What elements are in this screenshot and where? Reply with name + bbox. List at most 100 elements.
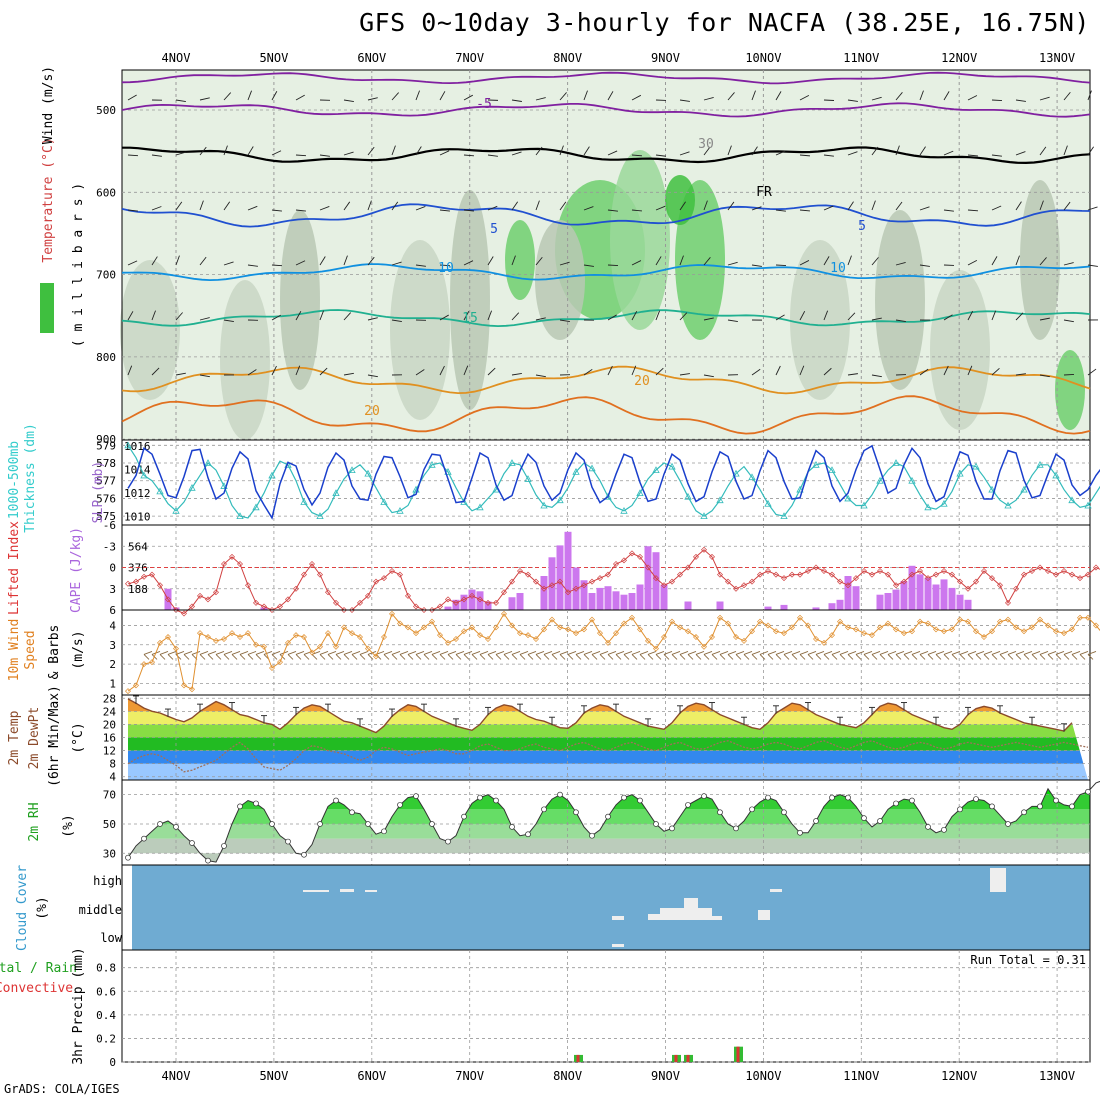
rh-point — [461, 813, 467, 820]
wind10m-barb — [1031, 654, 1038, 660]
thickness-point — [444, 468, 452, 475]
wind-barb — [247, 90, 252, 101]
lifted-point — [669, 578, 675, 585]
lifted-point — [1021, 571, 1027, 578]
date-label-bottom: 6NOV — [357, 1069, 386, 1083]
wind10m-barb — [719, 651, 729, 655]
rh-point — [189, 840, 195, 846]
precip-conv-bar — [576, 1054, 580, 1062]
wind-barb — [559, 319, 570, 323]
wind-barb — [127, 311, 134, 321]
wind10m-barb — [999, 654, 1006, 660]
wind-barb — [1063, 145, 1068, 156]
wind10m-barb — [999, 651, 1009, 655]
cloud-box — [698, 908, 712, 920]
isotherm-line — [121, 102, 1091, 118]
wind10m-barb — [967, 654, 974, 660]
cape-bar — [844, 576, 852, 610]
wind-speed-point — [157, 639, 163, 646]
cape-bar — [900, 581, 908, 610]
cape-bar — [852, 586, 860, 610]
wind-speed-point — [661, 634, 667, 641]
wind-speed-point — [349, 630, 355, 637]
wind-label: & Barbs — [47, 625, 62, 680]
wind-barb — [799, 95, 810, 101]
wind-barb — [271, 365, 277, 376]
lifted-point — [277, 603, 283, 610]
lifted-point — [205, 596, 211, 603]
wind-barb — [439, 264, 451, 267]
rh-label: (%) — [61, 814, 76, 837]
lifted-point — [253, 599, 259, 606]
temp-line — [127, 698, 1073, 734]
precip-label: Total / Rain — [0, 961, 77, 976]
wind-barb — [295, 311, 302, 321]
wind-speed-point — [733, 634, 739, 641]
wind10m-barb — [607, 654, 614, 660]
wind-barb — [151, 206, 162, 211]
wind-speed-point — [317, 643, 323, 650]
wind-barb — [199, 256, 207, 266]
cape-bar — [644, 546, 652, 610]
thickness-point — [540, 501, 548, 509]
wind-barb — [391, 145, 396, 156]
wind-barb — [367, 146, 375, 156]
isotherm-line — [121, 203, 1091, 228]
wind-barb — [871, 200, 876, 211]
wind-barb — [175, 151, 186, 156]
cloud-box — [648, 914, 668, 920]
wind10m-barb — [903, 651, 913, 655]
wind-barb — [1063, 201, 1071, 211]
lifted-point — [493, 599, 499, 606]
wind-barb — [583, 90, 588, 101]
precip-tick: 0.4 — [96, 1009, 116, 1022]
wind-speed-point — [597, 630, 603, 637]
rh-point — [253, 800, 259, 807]
thickness-point — [716, 496, 724, 504]
wind-speed-point — [437, 632, 443, 639]
thickness-point — [124, 441, 132, 449]
temp-tick: 20 — [103, 718, 116, 731]
temp-band — [128, 750, 1088, 764]
wind-barb — [1087, 368, 1097, 376]
wind10m-barb — [487, 654, 494, 660]
wind10m-barb — [183, 654, 190, 660]
wind10m-barb — [943, 651, 953, 655]
wind10m-barb — [159, 651, 169, 655]
wind-barb — [295, 94, 305, 101]
lifted-point — [293, 585, 299, 592]
wind-speed-point — [469, 624, 475, 631]
wind10m-barb — [479, 651, 489, 655]
wind10m-barb — [1031, 651, 1041, 655]
wind-barb — [295, 209, 306, 212]
isotherm-line — [121, 309, 1091, 328]
wind10m-barb — [1079, 654, 1086, 660]
temp-band — [128, 698, 1088, 712]
lifted-point — [821, 568, 827, 575]
wind-barb — [751, 368, 761, 376]
wind10m-barb — [551, 651, 561, 655]
wind-barb — [367, 317, 378, 321]
rh-point — [557, 791, 563, 798]
wind-speed-point — [685, 628, 691, 635]
wind10m-barb — [319, 651, 329, 655]
wind10m-barb — [559, 651, 569, 655]
wind10m-barb — [255, 651, 265, 655]
wind10m-barb — [959, 651, 969, 655]
lifted-point — [565, 589, 571, 596]
lifted-point — [1069, 571, 1075, 578]
lifted-point — [517, 568, 523, 575]
wind10m-barb — [391, 654, 398, 660]
contour-label: 20 — [364, 404, 380, 419]
lifted-point — [645, 564, 651, 571]
lifted-point — [845, 582, 851, 589]
wind-speed-point — [517, 630, 523, 637]
wind-speed-point — [797, 614, 803, 621]
contour-label: 5 — [490, 222, 498, 237]
wind-barb — [1015, 99, 1026, 102]
rh-tick: 50 — [103, 818, 116, 831]
lifted-tick: 0 — [109, 562, 116, 575]
rh-band — [128, 794, 1090, 810]
wind-barb — [1063, 91, 1071, 101]
wind-barb — [463, 365, 469, 376]
